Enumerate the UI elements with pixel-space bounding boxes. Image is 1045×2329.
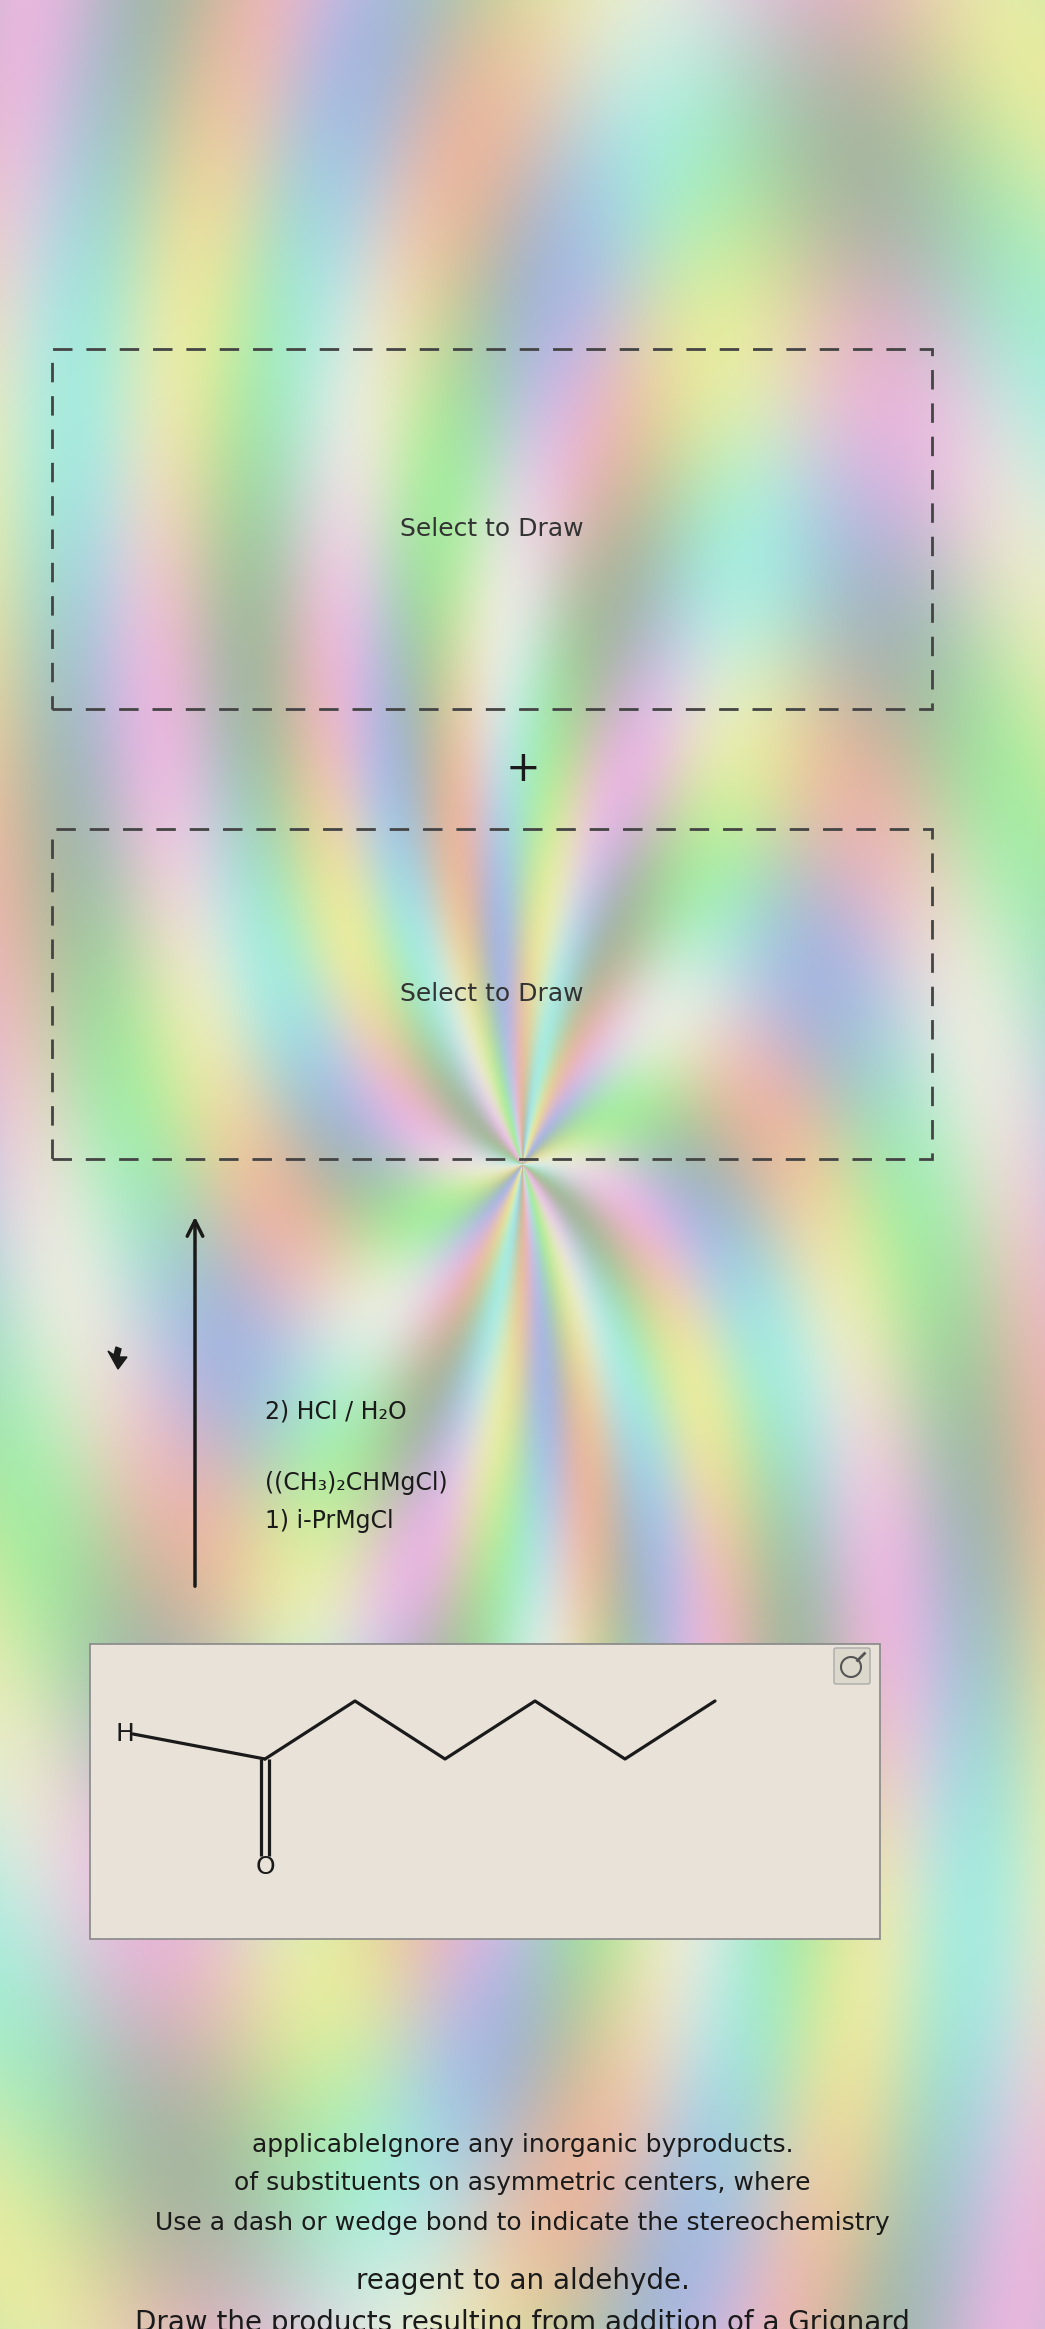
Bar bbox=[90, 1644, 880, 1940]
Text: applicableIgnore any inorganic byproducts.: applicableIgnore any inorganic byproduct… bbox=[252, 2133, 793, 2157]
Text: 1) i-PrMgCl: 1) i-PrMgCl bbox=[265, 1509, 394, 1532]
Polygon shape bbox=[108, 1346, 127, 1369]
Text: Use a dash or wedge bond to indicate the stereochemistry: Use a dash or wedge bond to indicate the… bbox=[156, 2210, 889, 2236]
Text: ((CH₃)₂CHMgCl): ((CH₃)₂CHMgCl) bbox=[265, 1472, 447, 1495]
Text: of substituents on asymmetric centers, where: of substituents on asymmetric centers, w… bbox=[234, 2171, 811, 2194]
Text: H: H bbox=[115, 1721, 134, 1747]
Text: Select to Draw: Select to Draw bbox=[400, 517, 584, 540]
Text: O: O bbox=[255, 1854, 275, 1880]
Bar bbox=[52, 349, 932, 708]
Bar bbox=[52, 829, 932, 1160]
Text: Draw the products resulting from addition of a Grignard: Draw the products resulting from additio… bbox=[135, 2308, 910, 2329]
Text: +: + bbox=[505, 748, 540, 790]
Text: 2) HCl / H₂O: 2) HCl / H₂O bbox=[265, 1400, 407, 1423]
FancyBboxPatch shape bbox=[834, 1649, 870, 1684]
Text: reagent to an aldehyde.: reagent to an aldehyde. bbox=[355, 2266, 690, 2294]
Text: Select to Draw: Select to Draw bbox=[400, 983, 584, 1006]
